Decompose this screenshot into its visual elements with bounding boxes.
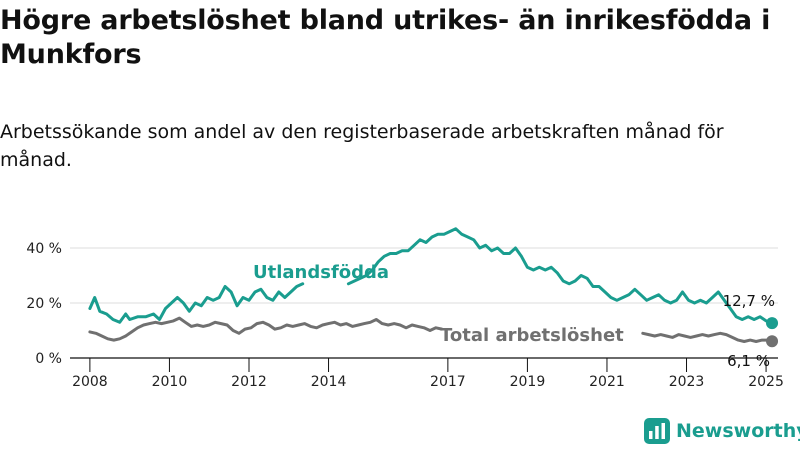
y-tick-label: 40 % xyxy=(26,241,62,257)
x-tick-label: 2017 xyxy=(430,374,466,390)
total-end-marker xyxy=(766,335,779,348)
utlandsfodda-line xyxy=(88,282,305,324)
utlandsfodda-end-label: 12,7 % xyxy=(723,292,775,310)
page-subtitle: Arbetssökande som andel av den registerb… xyxy=(0,121,724,171)
utlandsfodda-series-label: Utlandsfödda xyxy=(253,262,389,283)
x-tick-label: 2014 xyxy=(311,374,347,390)
total-line xyxy=(641,331,774,343)
brand-name: Newsworthy xyxy=(676,420,800,442)
y-tick-label: 20 % xyxy=(26,296,62,312)
total-end-label: 6,1 % xyxy=(727,352,770,370)
axes: 0 % 20 % 40 % 2008 2010 2012 2014 2017 2019 2021 2… xyxy=(26,241,783,390)
series xyxy=(88,227,779,348)
newsworthy-logo: Newsworthy xyxy=(644,418,800,444)
utlandsfodda-line xyxy=(346,227,774,325)
x-tick-label: 2010 xyxy=(152,374,188,390)
x-tick-label: 2023 xyxy=(669,374,705,390)
x-tick-label: 2012 xyxy=(231,374,267,390)
y-tick-label: 0 % xyxy=(35,351,62,367)
total-line xyxy=(88,316,444,342)
utlandsfodda-end-marker xyxy=(766,317,779,330)
x-tick-label: 2025 xyxy=(748,374,784,390)
x-tick-label: 2021 xyxy=(589,374,625,390)
x-tick-label: 2008 xyxy=(72,374,108,390)
bar-chart-icon xyxy=(644,418,670,444)
page-title: Högre arbetslöshet bland utrikes- än inr… xyxy=(0,5,771,70)
x-tick-label: 2019 xyxy=(510,374,546,390)
total-series-label: Total arbetslöshet xyxy=(440,325,624,346)
grid xyxy=(70,247,778,359)
series-labels: Utlandsfödda Total arbetslöshet 12,7 % 6,1 … xyxy=(253,262,775,370)
